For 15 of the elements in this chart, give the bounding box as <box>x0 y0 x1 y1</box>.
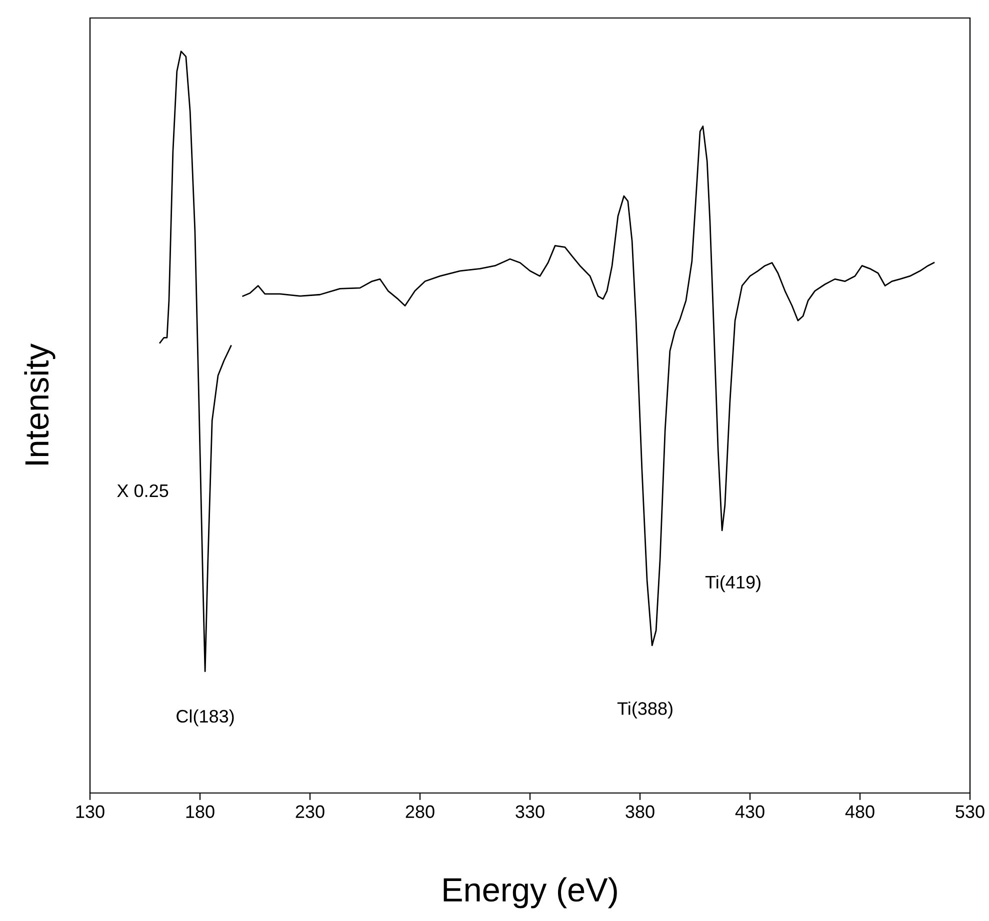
x-tick-label: 530 <box>956 805 984 818</box>
y-axis-title: Intensity <box>24 343 56 464</box>
x-tick-label: 230 <box>296 805 324 818</box>
annotation: Ti(419) <box>705 575 760 592</box>
x-tick-label: 180 <box>186 805 214 818</box>
x-tick-label: 380 <box>626 805 654 818</box>
x-tick-label: 130 <box>76 805 104 818</box>
x-tick-label: 480 <box>845 805 874 818</box>
annotation: Cl(183) <box>176 709 234 726</box>
x-axis-title: Energy (eV) <box>444 877 617 908</box>
annotation: Ti(388) <box>617 702 672 718</box>
x-tick-label: 430 <box>735 805 764 818</box>
annotation: X 0.25 <box>117 484 168 498</box>
x-tick-label: 280 <box>406 805 434 818</box>
x-tick-label: 330 <box>516 805 544 818</box>
